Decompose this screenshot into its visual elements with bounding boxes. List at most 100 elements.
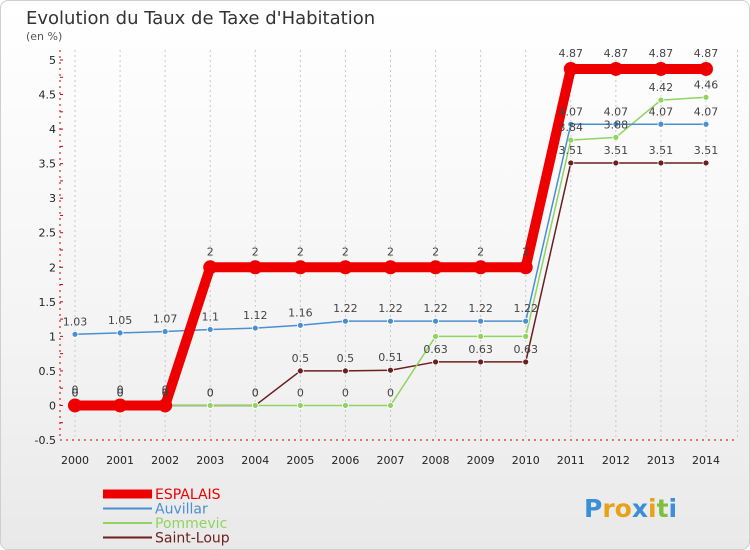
data-point-pommevic	[206, 402, 214, 409]
y-tick-label: 4	[49, 123, 56, 136]
data-point-pommevic	[702, 93, 710, 101]
data-label-pommevic: 4.46	[694, 78, 719, 91]
data-label-auvillar: 1.16	[288, 306, 313, 319]
data-point-pommevic	[342, 402, 349, 409]
y-tick-label: 1	[49, 330, 56, 343]
data-label-saint-loup: 3.51	[649, 144, 674, 157]
x-tick-label: 2011	[557, 454, 585, 467]
x-tick-label: 2007	[377, 454, 405, 467]
data-label-auvillar: 1.22	[378, 302, 403, 315]
data-label-saint-loup: 0.63	[468, 343, 493, 356]
x-tick-label: 2004	[241, 454, 269, 467]
data-point-espalais	[518, 260, 533, 275]
data-point-espalais	[699, 61, 713, 76]
x-tick-label: 2005	[286, 454, 314, 467]
data-point-espalais	[203, 260, 218, 275]
data-point-espalais	[383, 260, 398, 275]
data-point-espalais	[293, 260, 308, 275]
data-label-espalais: 4.87	[559, 47, 584, 60]
y-tick-label: 2.5	[39, 227, 57, 240]
data-point-auvillar	[116, 329, 124, 337]
data-point-pommevic	[612, 133, 620, 141]
y-tick-label: 1.5	[39, 296, 57, 309]
data-label-espalais: 0	[117, 383, 124, 396]
data-point-auvillar	[342, 317, 349, 325]
data-label-auvillar: 1.07	[153, 313, 178, 326]
data-label-pommevic: 0	[72, 386, 79, 399]
data-label-pommevic: 0	[117, 386, 124, 399]
data-point-saint-loup	[702, 159, 710, 167]
x-tick-label: 2014	[692, 454, 720, 467]
logo-letter: o	[615, 494, 632, 523]
data-point-saint-loup	[567, 159, 575, 167]
data-label-pommevic: 0	[252, 386, 259, 399]
data-label-pommevic: 0	[162, 386, 169, 399]
data-point-pommevic	[657, 96, 665, 104]
data-label-saint-loup: 0.51	[378, 351, 403, 364]
data-point-pommevic	[567, 136, 575, 144]
y-tick-label: 0.5	[39, 365, 57, 378]
x-tick-label: 2012	[602, 454, 630, 467]
x-tick-label: 2009	[467, 454, 495, 467]
data-label-saint-loup: 3.51	[694, 144, 719, 157]
data-point-auvillar	[612, 120, 620, 128]
data-label-pommevic: 4.42	[649, 81, 674, 94]
data-label-espalais: 0	[72, 383, 79, 396]
data-point-auvillar	[657, 120, 665, 128]
data-label-auvillar: 1.05	[108, 314, 133, 327]
data-label-saint-loup: 0	[72, 386, 79, 399]
data-point-espalais	[653, 61, 668, 76]
data-label-auvillar: 4.07	[694, 105, 719, 118]
data-point-auvillar	[387, 317, 394, 325]
data-point-espalais	[563, 61, 578, 76]
data-point-auvillar	[296, 321, 304, 329]
proxiti-logo: Proxiti	[584, 494, 677, 523]
data-point-espalais	[113, 398, 128, 413]
x-tick-label: 2001	[106, 454, 134, 467]
data-label-pommevic: 3.84	[559, 121, 584, 134]
data-label-saint-loup: 0.5	[337, 352, 355, 365]
data-point-espalais	[248, 260, 263, 275]
logo-letter: i	[669, 494, 678, 523]
data-label-auvillar: 1.22	[333, 302, 358, 315]
data-label-espalais: 2	[432, 245, 439, 258]
data-label-espalais: 2	[297, 245, 304, 258]
legend-label-espalais: ESPALAIS	[155, 487, 221, 503]
data-point-saint-loup	[432, 358, 439, 366]
data-point-pommevic	[477, 332, 485, 340]
data-label-espalais: 2	[522, 245, 529, 258]
data-label-pommevic: 0	[342, 386, 349, 399]
data-label-pommevic: 0	[297, 386, 304, 399]
data-point-espalais	[608, 61, 623, 76]
data-label-espalais: 2	[252, 245, 259, 258]
data-point-auvillar	[71, 330, 79, 338]
logo-letter: x	[632, 494, 648, 523]
legend-label-pommevic: Pommevic	[155, 516, 227, 532]
data-label-saint-loup: 0.63	[513, 343, 538, 356]
data-point-espalais	[68, 398, 82, 413]
data-point-auvillar	[567, 120, 575, 128]
data-label-auvillar: 1.03	[63, 315, 88, 328]
data-point-saint-loup	[522, 358, 530, 366]
data-point-auvillar	[161, 328, 169, 335]
data-label-saint-loup: 0	[117, 386, 124, 399]
data-point-espalais	[473, 260, 488, 275]
y-axis-unit-label: (en %)	[26, 30, 62, 43]
data-label-auvillar: 1.12	[243, 309, 268, 322]
y-tick-label: 0	[49, 399, 56, 412]
data-label-espalais: 2	[207, 245, 214, 258]
x-tick-label: 2002	[151, 454, 179, 467]
data-point-auvillar	[251, 324, 259, 332]
data-label-saint-loup: 0.63	[423, 343, 448, 356]
data-label-saint-loup: 0	[162, 386, 169, 399]
data-label-pommevic: 0	[387, 386, 394, 399]
x-tick-label: 2006	[331, 454, 359, 467]
value-labels: 0 0 0 0 0 0.5 0.5 0.51 0.63 0.63 0.63 3.51 3.51 3.51 3…	[63, 47, 719, 399]
y-tick-label: 2	[49, 261, 56, 274]
data-label-pommevic: 0	[207, 386, 214, 399]
data-label-espalais: 4.87	[649, 47, 674, 60]
data-label-auvillar: 4.07	[649, 105, 674, 118]
